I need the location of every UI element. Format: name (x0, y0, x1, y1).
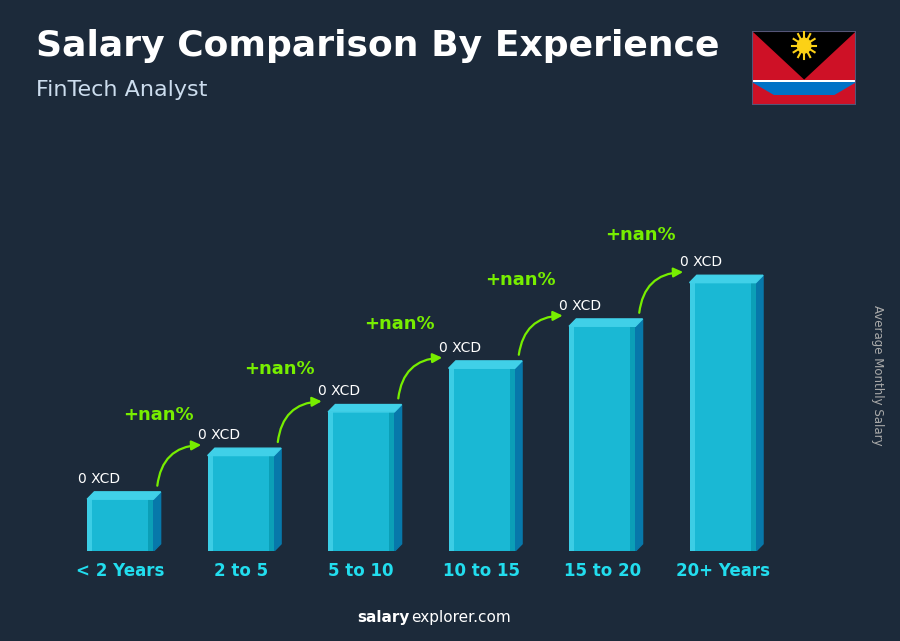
Text: 0 XCD: 0 XCD (680, 255, 722, 269)
Text: 0 XCD: 0 XCD (439, 341, 482, 355)
Bar (148, 499, 153, 551)
Text: FinTech Analyst: FinTech Analyst (36, 80, 207, 100)
Polygon shape (689, 275, 763, 283)
FancyArrowPatch shape (639, 269, 680, 313)
Polygon shape (328, 404, 401, 412)
FancyArrowPatch shape (158, 442, 199, 486)
Polygon shape (274, 448, 281, 551)
Bar (328, 412, 394, 551)
Polygon shape (394, 404, 401, 551)
Bar (752, 83, 856, 95)
FancyArrowPatch shape (278, 398, 320, 442)
Bar (208, 456, 274, 551)
Polygon shape (87, 492, 160, 499)
Bar (208, 456, 213, 551)
Bar (87, 499, 153, 551)
Bar (509, 369, 515, 551)
Bar (87, 499, 93, 551)
Bar (448, 369, 515, 551)
Bar (569, 326, 635, 551)
Text: explorer.com: explorer.com (411, 610, 511, 625)
Polygon shape (153, 492, 160, 551)
Text: Average Monthly Salary: Average Monthly Salary (871, 304, 884, 445)
Circle shape (797, 38, 811, 53)
Text: 0 XCD: 0 XCD (198, 428, 240, 442)
FancyArrowPatch shape (399, 354, 440, 399)
Text: +nan%: +nan% (606, 226, 676, 244)
Polygon shape (752, 31, 856, 79)
Bar (689, 283, 695, 551)
Polygon shape (635, 319, 643, 551)
Text: +nan%: +nan% (364, 315, 435, 333)
Text: +nan%: +nan% (244, 360, 315, 378)
Polygon shape (208, 448, 281, 456)
Bar (448, 369, 454, 551)
FancyArrowPatch shape (518, 312, 560, 354)
Bar (751, 283, 756, 551)
Text: 0 XCD: 0 XCD (560, 299, 601, 313)
Text: 0 XCD: 0 XCD (319, 385, 361, 399)
Polygon shape (569, 319, 643, 326)
Bar (752, 79, 856, 83)
Bar (630, 326, 635, 551)
Polygon shape (448, 361, 522, 369)
Bar (689, 283, 756, 551)
Bar (569, 326, 574, 551)
Text: salary: salary (357, 610, 410, 625)
Polygon shape (752, 83, 791, 105)
Bar (268, 456, 274, 551)
Text: Salary Comparison By Experience: Salary Comparison By Experience (36, 29, 719, 63)
Text: +nan%: +nan% (485, 271, 555, 289)
Text: +nan%: +nan% (123, 406, 194, 424)
Polygon shape (756, 275, 763, 551)
Bar (328, 412, 333, 551)
Polygon shape (515, 361, 522, 551)
Polygon shape (817, 83, 856, 105)
Bar (389, 412, 394, 551)
Text: 0 XCD: 0 XCD (77, 472, 120, 486)
